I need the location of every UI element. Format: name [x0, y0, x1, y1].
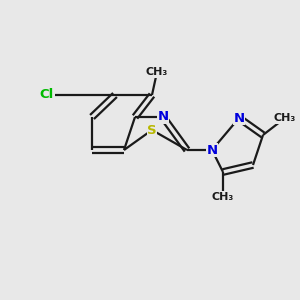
Text: CH₃: CH₃	[212, 192, 234, 202]
Text: N: N	[158, 110, 169, 124]
Text: CH₃: CH₃	[146, 67, 168, 77]
Text: S: S	[147, 124, 157, 136]
Text: N: N	[206, 143, 218, 157]
Text: CH₃: CH₃	[274, 113, 296, 123]
Text: N: N	[233, 112, 244, 124]
Text: Cl: Cl	[40, 88, 54, 101]
